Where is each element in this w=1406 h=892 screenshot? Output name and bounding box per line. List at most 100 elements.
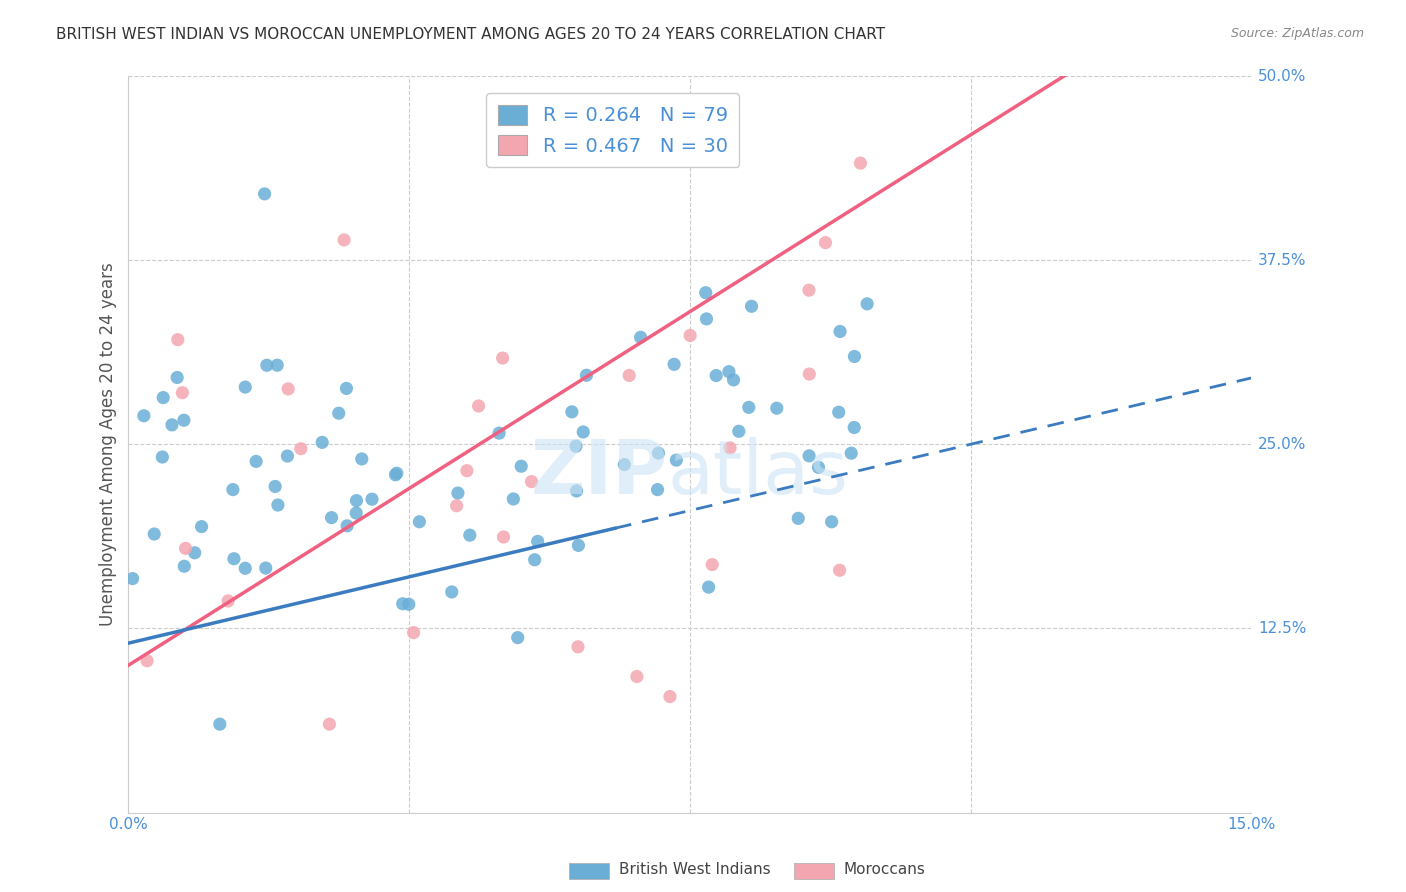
Point <box>856 297 879 311</box>
Point <box>385 467 408 481</box>
Point <box>222 551 245 566</box>
Text: BRITISH WEST INDIAN VS MOROCCAN UNEMPLOYMENT AMONG AGES 20 TO 24 YEARS CORRELATI: BRITISH WEST INDIAN VS MOROCCAN UNEMPLOY… <box>56 27 886 42</box>
Point <box>266 358 288 372</box>
Point <box>527 98 550 112</box>
Point <box>727 425 749 439</box>
Point <box>233 380 256 394</box>
Point <box>173 413 195 427</box>
Legend: R = 0.264   N = 79, R = 0.467   N = 30: R = 0.264 N = 79, R = 0.467 N = 30 <box>486 93 740 167</box>
Point <box>797 449 820 463</box>
Text: 50.0%: 50.0% <box>1258 69 1306 84</box>
Point <box>741 299 763 313</box>
Point <box>702 558 724 572</box>
Point <box>318 717 340 731</box>
Point <box>277 382 299 396</box>
Point <box>245 454 267 468</box>
Point <box>166 370 188 384</box>
Point <box>290 442 312 456</box>
Point <box>799 367 821 381</box>
Point <box>807 460 830 475</box>
Text: 12.5%: 12.5% <box>1258 621 1306 636</box>
Point <box>121 572 143 586</box>
Point <box>821 515 844 529</box>
Point <box>526 534 548 549</box>
Point <box>510 459 533 474</box>
Point <box>575 368 598 383</box>
Point <box>267 498 290 512</box>
Point <box>183 546 205 560</box>
Point <box>391 597 413 611</box>
Point <box>849 156 872 170</box>
Point <box>613 458 636 472</box>
Point <box>143 527 166 541</box>
Point <box>166 333 188 347</box>
Point <box>446 499 468 513</box>
Point <box>190 519 212 533</box>
Point <box>814 235 837 250</box>
Point <box>336 519 359 533</box>
Point <box>717 365 740 379</box>
Point <box>256 358 278 372</box>
Point <box>509 152 531 166</box>
Point <box>492 530 515 544</box>
Point <box>662 357 685 371</box>
Point <box>828 563 851 577</box>
Point <box>844 420 866 434</box>
Point <box>217 594 239 608</box>
Point <box>160 417 183 432</box>
Point <box>408 515 430 529</box>
Point <box>697 580 720 594</box>
Point <box>839 446 862 460</box>
Text: Moroccans: Moroccans <box>844 863 925 877</box>
Point <box>402 625 425 640</box>
Point <box>565 483 588 498</box>
Point <box>361 492 384 507</box>
Point <box>647 483 669 497</box>
Point <box>132 409 155 423</box>
Point <box>695 285 717 300</box>
Point <box>488 426 510 441</box>
Point <box>208 717 231 731</box>
Point <box>222 483 245 497</box>
Point <box>333 233 356 247</box>
Point <box>440 585 463 599</box>
Point <box>276 449 298 463</box>
Point <box>738 401 761 415</box>
Point <box>150 450 173 464</box>
Point <box>321 510 343 524</box>
Text: British West Indians: British West Indians <box>619 863 770 877</box>
Point <box>152 391 174 405</box>
Point <box>567 538 589 552</box>
Point <box>502 491 524 506</box>
Point <box>567 640 589 654</box>
Point <box>844 350 866 364</box>
Point <box>172 385 194 400</box>
Point <box>679 328 702 343</box>
Point <box>704 368 727 383</box>
Point <box>328 406 350 420</box>
Point <box>506 631 529 645</box>
Point <box>447 486 470 500</box>
Point <box>253 186 276 201</box>
Point <box>765 401 787 416</box>
Text: ZIP: ZIP <box>530 437 668 510</box>
Point <box>565 439 588 453</box>
Point <box>344 506 367 520</box>
Point <box>828 405 851 419</box>
Point <box>173 559 195 574</box>
Point <box>797 283 820 297</box>
Point <box>626 669 648 683</box>
Point <box>520 475 543 489</box>
Text: Source: ZipAtlas.com: Source: ZipAtlas.com <box>1230 27 1364 40</box>
Point <box>335 381 357 395</box>
Point <box>264 479 287 493</box>
Point <box>458 528 481 542</box>
Point <box>659 690 682 704</box>
Point <box>718 441 741 455</box>
Text: 25.0%: 25.0% <box>1258 437 1306 451</box>
Point <box>233 561 256 575</box>
Y-axis label: Unemployment Among Ages 20 to 24 years: Unemployment Among Ages 20 to 24 years <box>100 262 117 626</box>
Point <box>695 312 717 326</box>
Point <box>561 405 583 419</box>
Point <box>350 452 373 467</box>
